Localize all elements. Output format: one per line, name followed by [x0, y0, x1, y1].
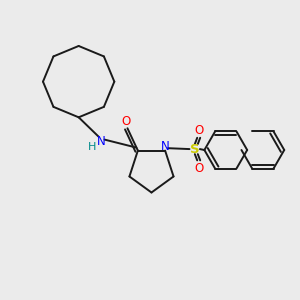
Text: O: O: [194, 124, 203, 136]
Text: N: N: [161, 140, 170, 154]
Text: H: H: [88, 142, 96, 152]
Text: O: O: [194, 162, 203, 175]
Text: S: S: [190, 142, 200, 156]
Text: N: N: [97, 135, 105, 148]
Text: O: O: [121, 115, 130, 128]
